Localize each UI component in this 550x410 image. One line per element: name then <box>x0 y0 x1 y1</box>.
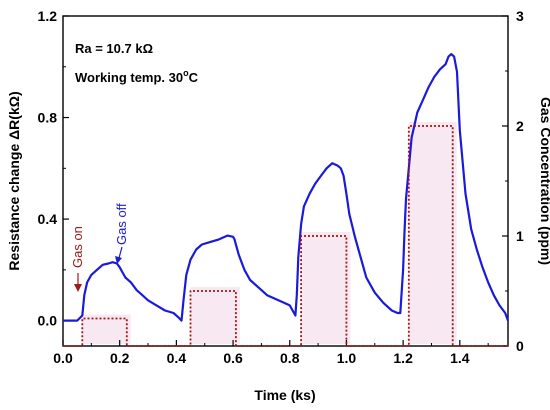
y-right-tick-label: 0 <box>516 338 524 354</box>
working-temp-text: Working temp. 30 <box>75 70 183 85</box>
pulse-highlight <box>190 287 240 344</box>
gas-off-arrow <box>118 246 123 259</box>
y-right-tick-label: 1 <box>516 228 524 244</box>
x-tick-label: 0.6 <box>223 350 243 366</box>
pulse-highlight <box>301 232 351 344</box>
pulse-highlight <box>82 314 131 344</box>
y-right-tick-label: 2 <box>516 118 524 134</box>
y-left-axis-label: Resistance change ΔR(kΩ) <box>6 91 22 270</box>
gas-on-arrowhead <box>74 284 82 292</box>
gas-off-arrowhead <box>115 256 122 264</box>
degree-superscript: o <box>183 68 189 78</box>
ra-annotation: Ra = 10.7 kΩ <box>75 41 153 56</box>
y-left-tick-label: 0.0 <box>38 313 58 329</box>
y-left-tick-label: 0.4 <box>38 211 58 227</box>
y-right-axis-label: Gas Concentration (ppm) <box>538 97 550 265</box>
pulse-highlights <box>82 122 457 344</box>
resistance-series-line <box>63 52 510 322</box>
y-right-tick-label: 3 <box>516 8 524 24</box>
x-tick-label: 1.2 <box>393 350 413 366</box>
x-tick-label: 0.4 <box>167 350 187 366</box>
temp-unit: C <box>189 70 199 85</box>
tick-labels: 0.0 0.2 0.4 0.6 0.8 1.0 1.2 1.4 0.0 0.4 0.8 1.2 0 1 2 3 <box>38 8 524 366</box>
x-tick-label: 0.2 <box>110 350 130 366</box>
y-left-tick-label: 1.2 <box>38 8 58 24</box>
x-tick-label: 0.8 <box>280 350 300 366</box>
x-tick-label: 1.4 <box>450 350 470 366</box>
x-tick-label: 1.0 <box>337 350 357 366</box>
x-axis-label: Time (ks) <box>254 387 315 403</box>
gas-on-label: Gas on <box>70 226 85 268</box>
x-tick-label: 0.0 <box>53 350 73 366</box>
pulse-highlight <box>408 122 457 344</box>
series-layer <box>63 52 510 347</box>
gas-off-label: Gas off <box>114 203 129 245</box>
working-temp-annotation: Working temp. 30oC <box>75 68 199 85</box>
y-left-tick-label: 0.8 <box>38 110 58 126</box>
